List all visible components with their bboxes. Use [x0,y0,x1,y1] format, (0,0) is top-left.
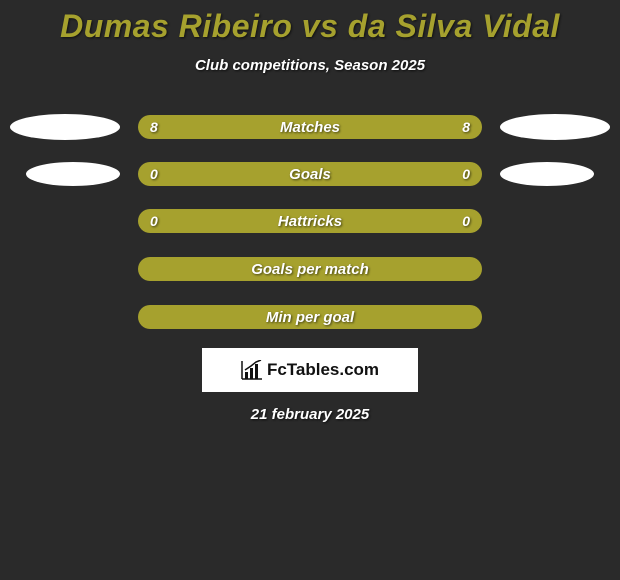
stat-label: Min per goal [266,309,354,326]
date-label: 21 february 2025 [0,406,620,423]
left-ellipse [26,162,120,186]
stat-bar: 0 Goals 0 [138,162,482,186]
right-ellipse [500,162,594,186]
left-value: 0 [150,213,158,229]
comparison-card: Dumas Ribeiro vs da Silva Vidal Club com… [0,0,620,423]
stat-row: Min per goal [0,304,620,330]
stat-bar: 0 Hattricks 0 [138,209,482,233]
logo-box: FcTables.com [202,348,418,392]
page-subtitle: Club competitions, Season 2025 [0,57,620,74]
right-value: 8 [462,119,470,135]
left-ellipse [10,114,120,140]
stat-row: Goals per match [0,256,620,282]
stat-bar: Goals per match [138,257,482,281]
stat-bar: 8 Matches 8 [138,115,482,139]
right-ellipse [500,114,610,140]
page-title: Dumas Ribeiro vs da Silva Vidal [0,8,620,45]
stat-label: Hattricks [278,213,342,230]
stat-row: 0 Goals 0 [0,162,620,186]
left-value: 8 [150,119,158,135]
logo-text: FcTables.com [267,360,379,380]
stat-rows: 8 Matches 8 0 Goals 0 0 Hattricks 0 Goals per mat… [0,114,620,330]
stat-row: 8 Matches 8 [0,114,620,140]
right-value: 0 [462,166,470,182]
stat-row: 0 Hattricks 0 [0,208,620,234]
stat-bar: Min per goal [138,305,482,329]
left-value: 0 [150,166,158,182]
right-value: 0 [462,213,470,229]
stat-label: Matches [280,119,340,136]
stat-label: Goals [289,166,331,183]
stat-label: Goals per match [251,261,369,278]
bar-chart-icon [241,360,263,380]
